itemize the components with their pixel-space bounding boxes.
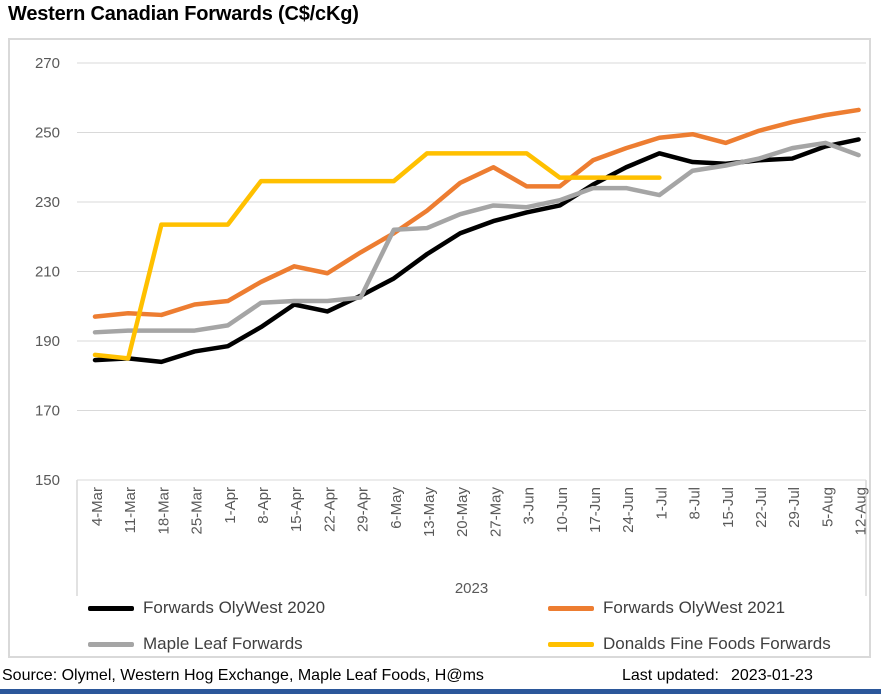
y-axis-tick-label: 170 xyxy=(35,403,60,420)
x-axis-tick-label: 13-May xyxy=(421,487,438,538)
x-axis-tick-label: 12-Aug xyxy=(853,487,870,535)
x-axis-tick-label: 27-May xyxy=(487,487,504,538)
y-axis-tick-label: 250 xyxy=(35,125,60,142)
y-axis-tick-label: 230 xyxy=(35,194,60,211)
bottom-blue-bar xyxy=(0,689,881,694)
x-axis-tick-label: 15-Apr xyxy=(288,487,305,532)
x-axis-tick-label: 8-Jul xyxy=(687,487,704,520)
last-updated-label: Last updated: xyxy=(622,667,719,684)
source-text: Source: Olymel, Western Hog Exchange, Ma… xyxy=(2,667,484,684)
legend-swatch-yellow-line xyxy=(548,641,594,647)
x-axis-tick-label: 17-Jun xyxy=(587,487,604,533)
legend-item-donalds-fine-foods-forwards[interactable]: Donalds Fine Foods Forwards xyxy=(548,633,831,655)
x-axis-tick-label: 8-Apr xyxy=(255,487,272,524)
series-line-forwards-olywest-2021[interactable] xyxy=(92,107,861,319)
x-axis-tick-label: 24-Jun xyxy=(620,487,637,533)
legend-item-maple-leaf-forwards[interactable]: Maple Leaf Forwards xyxy=(88,633,303,655)
x-axis-tick-label: 22-Jul xyxy=(753,487,770,528)
x-axis-tick-label: 3-Jun xyxy=(521,487,538,525)
y-axis-tick-label: 150 xyxy=(35,472,60,489)
y-axis-tick-label: 190 xyxy=(35,333,60,350)
chart-title: Western Canadian Forwards (C$/cKg) xyxy=(8,3,359,25)
x-axis-tick-label: 5-Aug xyxy=(819,487,836,527)
series-line-maple-leaf-forwards[interactable] xyxy=(92,140,861,335)
x-axis-tick-label: 4-Mar xyxy=(89,487,106,526)
x-axis-tick-label: 29-Jul xyxy=(786,487,803,528)
legend-label: Maple Leaf Forwards xyxy=(143,634,303,653)
x-axis-tick-label: 11-Mar xyxy=(122,487,139,533)
chart-plot: 150 170 190 210 230 250 270 4-Mar 11-Mar 18-Mar 25… xyxy=(35,55,870,597)
last-updated-value: 2023-01-23 xyxy=(731,667,813,684)
legend-label: Forwards OlyWest 2021 xyxy=(603,598,786,617)
x-axis-tick-label: 20-May xyxy=(454,487,471,538)
legend-label: Donalds Fine Foods Forwards xyxy=(603,634,831,653)
x-axis-year-label: 2023 xyxy=(455,580,488,597)
legend-item-forwards-olywest-2021[interactable]: Forwards OlyWest 2021 xyxy=(548,597,785,619)
y-axis-tick-label: 270 xyxy=(35,55,60,72)
x-axis-tick-label: 25-Mar xyxy=(189,487,206,535)
x-axis-tick-label: 15-Jul xyxy=(720,487,737,528)
legend-label: Forwards OlyWest 2020 xyxy=(143,598,326,617)
x-axis-tick-label: 6-May xyxy=(388,487,405,529)
y-axis-tick-label: 210 xyxy=(35,264,60,281)
series-line-donalds-fine-foods-forwards[interactable] xyxy=(92,151,662,361)
x-axis-tick-label: 1-Jul xyxy=(653,487,670,520)
x-axis-tick-label: 18-Mar xyxy=(155,487,172,535)
x-axis-tick-label: 1-Apr xyxy=(222,487,239,524)
x-axis-tick-label: 10-Jun xyxy=(554,487,571,533)
legend-swatch-orange-line xyxy=(548,605,594,611)
x-axis-tick-label: 22-Apr xyxy=(321,487,338,532)
x-axis-tick-label: 29-Apr xyxy=(355,487,372,532)
legend-swatch-black-line xyxy=(88,605,134,611)
legend-swatch-gray-line xyxy=(88,641,134,647)
legend-item-forwards-olywest-2020[interactable]: Forwards OlyWest 2020 xyxy=(88,597,325,619)
source-bar: Source: Olymel, Western Hog Exchange, Ma… xyxy=(0,661,881,689)
